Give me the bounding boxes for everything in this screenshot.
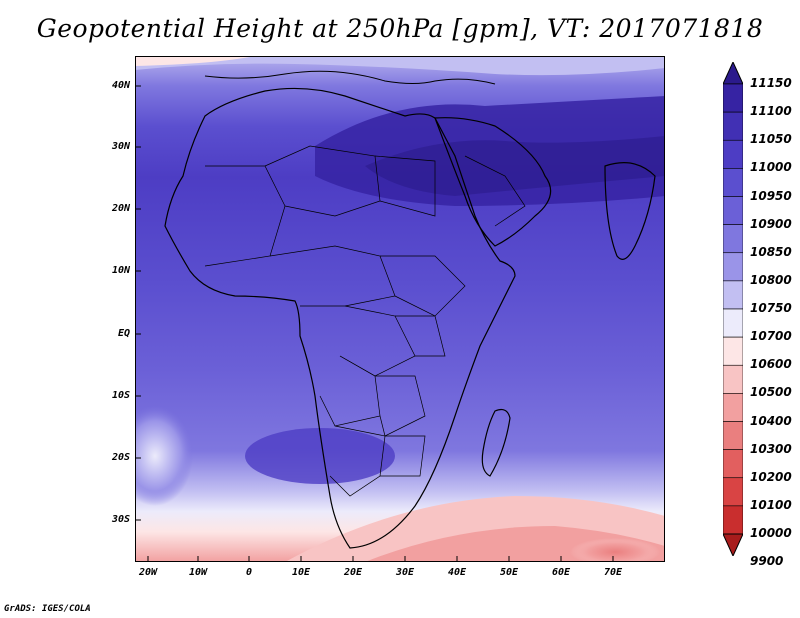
- map-frame: [135, 56, 665, 562]
- colorbar-segment: [723, 477, 743, 507]
- lon-label-50e: 50E: [499, 567, 519, 578]
- colorbar-label: 10100: [750, 497, 792, 512]
- lat-label-eq: EQ: [117, 328, 130, 339]
- colorbar-segment: [723, 139, 743, 169]
- arabia-outline: [434, 117, 552, 247]
- lon-label-10e: 10E: [291, 567, 311, 578]
- lat-label-30s: 30S: [111, 514, 130, 525]
- colorbar-segment: [723, 224, 743, 254]
- lat-label-40n: 40N: [111, 80, 130, 91]
- colorbar-label: 10200: [750, 469, 792, 484]
- colorbar: [723, 62, 743, 556]
- colorbar-segment: [723, 449, 743, 479]
- india-outline: [604, 162, 656, 260]
- colorbar-label: 11000: [750, 160, 792, 175]
- lon-label-20e: 20E: [343, 567, 363, 578]
- colorbar-label: 10900: [750, 216, 792, 231]
- lat-label-20n: 20N: [111, 203, 130, 214]
- colorbar-bottom-arrow: [723, 533, 743, 556]
- colorbar-label: 10750: [750, 301, 792, 315]
- lat-label-10s: 10S: [111, 390, 130, 401]
- colorbar-segment: [723, 364, 743, 394]
- lon-label-10w: 10W: [188, 567, 208, 578]
- lon-label-0: 0: [245, 567, 253, 578]
- colorbar-label: 10800: [750, 272, 792, 287]
- colorbar-segment: [723, 336, 743, 366]
- colorbar-label: 11150: [750, 76, 792, 90]
- colorbar-segment: [723, 393, 743, 422]
- colorbar-label: 10500: [750, 385, 792, 400]
- colorbar-label: 10700: [750, 329, 792, 344]
- lon-label-30e: 30E: [395, 567, 415, 578]
- geopotential-map: [135, 56, 665, 562]
- madagascar-outline: [481, 408, 511, 477]
- colorbar-segment: [723, 168, 743, 197]
- credit-text: GrADS: IGES/COLA: [4, 604, 91, 614]
- lat-label-20s: 20S: [111, 452, 130, 463]
- mediterranean-coast: [204, 70, 496, 85]
- country-borders: [204, 145, 526, 497]
- colorbar-label: 10950: [750, 188, 792, 203]
- colorbar-segment: [723, 83, 743, 113]
- lat-label-10n: 10N: [111, 265, 130, 276]
- colorbar-label: 10300: [750, 441, 792, 456]
- lon-label-40e: 40E: [447, 567, 467, 578]
- lat-label-30n: 30N: [111, 141, 130, 152]
- colorbar-segment: [723, 111, 743, 141]
- lon-label-60e: 60E: [551, 567, 571, 578]
- colorbar-segment: [723, 196, 743, 225]
- map-panel: [135, 56, 665, 562]
- colorbar-segment: [723, 505, 743, 535]
- lon-label-20w: 20W: [138, 567, 158, 578]
- colorbar-label: 10850: [750, 244, 792, 259]
- colorbar-label: 10600: [750, 357, 792, 372]
- axis-ticks: [135, 85, 614, 562]
- lon-label-70e: 70E: [603, 567, 623, 578]
- map-title: Geopotential Height at 250hPa [gpm], VT:…: [36, 14, 764, 43]
- colorbar-label: 11050: [750, 132, 792, 147]
- colorbar-segment: [723, 421, 743, 450]
- colorbar-label: 11100: [750, 104, 792, 119]
- colorbar-segment: [723, 252, 743, 282]
- colorbar-segment: [723, 280, 743, 310]
- colorbar-label: 10000: [750, 526, 792, 540]
- colorbar-label: 9900: [750, 554, 784, 569]
- colorbar-segment: [723, 308, 743, 338]
- colorbar-top-arrow: [723, 62, 743, 85]
- africa-outline: [164, 87, 516, 549]
- colorbar-label: 10400: [750, 413, 792, 428]
